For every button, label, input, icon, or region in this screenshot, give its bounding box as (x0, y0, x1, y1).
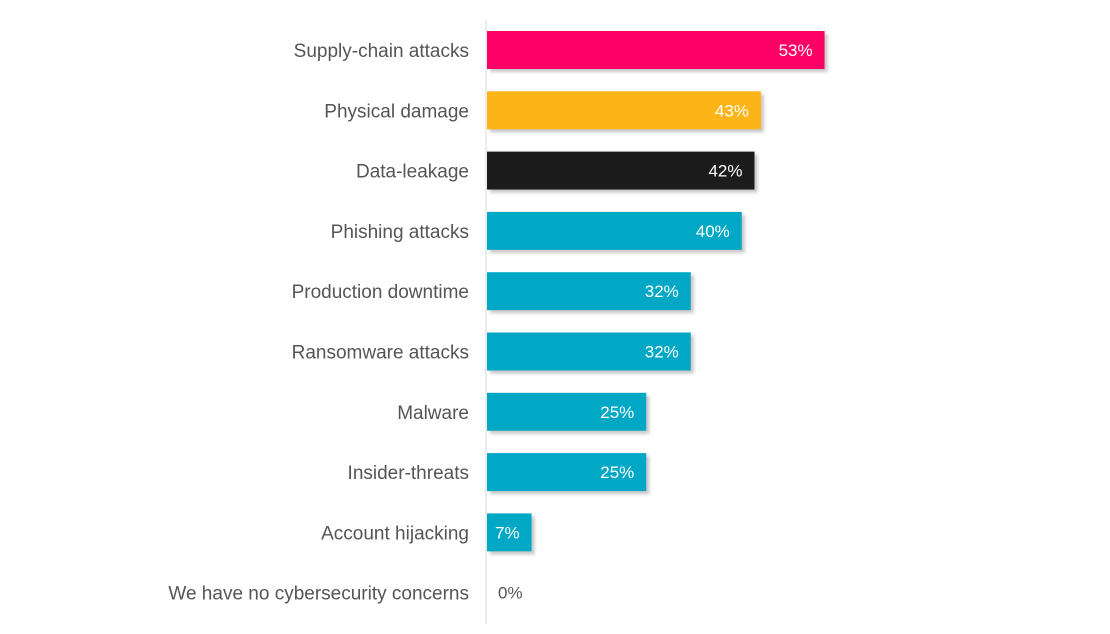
bar-2 (487, 151, 755, 190)
value-label-9: 0% (498, 584, 523, 603)
value-label-8: 7% (495, 523, 520, 542)
category-labels-group: Supply-chain attacks Physical damage Data-… (168, 41, 469, 605)
bar-0 (487, 31, 825, 69)
value-labels-group: 53% 43% 42% 40% 32% 32% 25% 25% 7% 0% (495, 41, 813, 603)
value-label-3: 40% (696, 222, 730, 241)
value-label-0: 53% (779, 41, 813, 60)
bar-1 (487, 91, 761, 130)
bars-group (487, 31, 825, 552)
category-label-8: Account hijacking (321, 523, 469, 544)
bar-7 (487, 453, 647, 492)
category-label-4: Production downtime (292, 282, 469, 303)
value-label-6: 25% (600, 403, 634, 422)
category-label-3: Phishing attacks (331, 222, 469, 243)
bar-3 (487, 211, 742, 250)
category-label-2: Data-leakage (356, 162, 469, 183)
value-label-7: 25% (600, 463, 634, 482)
bar-4 (487, 272, 691, 311)
value-label-1: 43% (715, 101, 749, 120)
bar-6 (487, 392, 647, 431)
category-label-1: Physical damage (324, 101, 469, 122)
value-label-4: 32% (645, 282, 679, 301)
category-label-9: We have no cybersecurity concerns (168, 584, 469, 605)
bar-8 (487, 513, 532, 552)
value-label-2: 42% (708, 162, 742, 181)
category-label-6: Malware (397, 403, 469, 424)
value-label-5: 32% (645, 343, 679, 362)
category-label-7: Insider-threats (348, 463, 469, 484)
category-label-5: Ransomware attacks (292, 343, 469, 364)
category-label-0: Supply-chain attacks (294, 41, 469, 62)
bar-5 (487, 332, 691, 371)
